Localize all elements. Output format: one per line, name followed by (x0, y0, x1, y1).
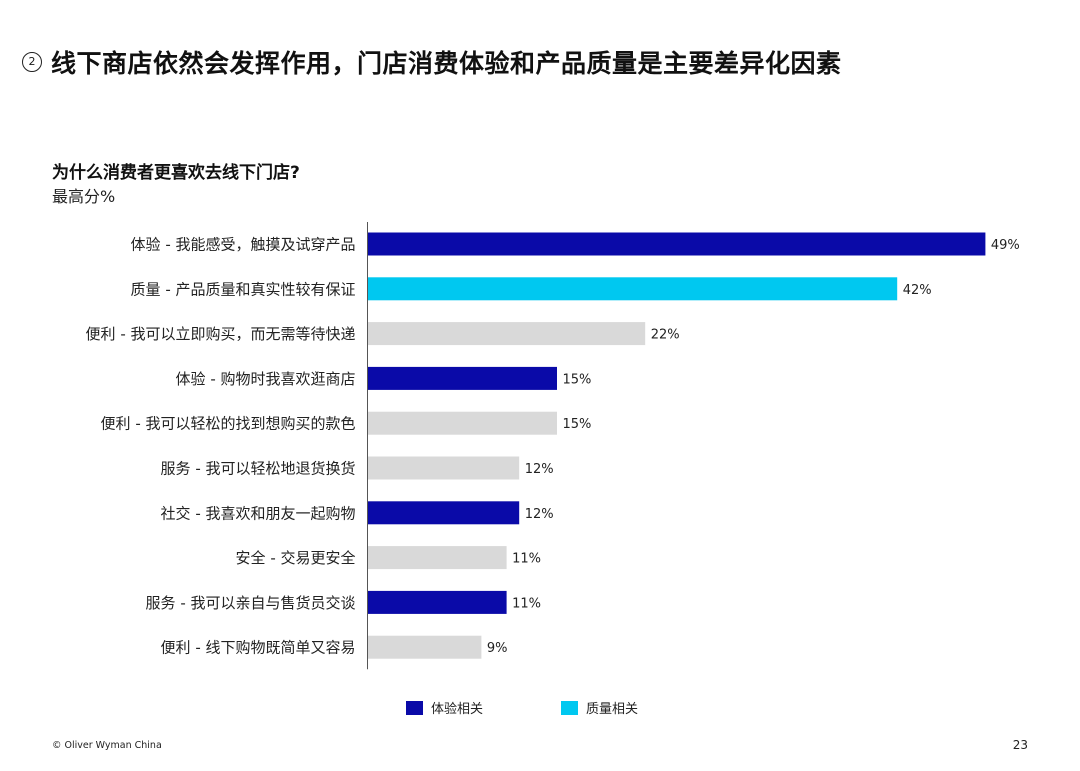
value-label-8: 11% (512, 552, 541, 567)
legend-swatch-quality (561, 700, 579, 715)
category-label-9: 服务 - 我可以亲自与售货员交谈 (146, 594, 356, 612)
category-label-1: 体验 - 我能感受，触摸及试穿产品 (131, 236, 356, 254)
category-label-5: 便利 - 我可以轻松的找到想购买的款色 (101, 415, 356, 433)
chart-subheading: 最高分% (52, 187, 116, 206)
page-title: 线下商店依然会发挥作用，门店消费体验和产品质量是主要差异化因素 (51, 49, 842, 78)
bar-chart: 体验 - 我能感受，触摸及试穿产品 49% 质量 - 产品质量和真实性较有保证 42%… (86, 222, 1020, 670)
bar-7 (368, 501, 520, 525)
legend-label-experience: 体验相关 (431, 702, 484, 717)
page-number: 23 (1012, 738, 1028, 752)
category-label-7: 社交 - 我喜欢和朋友一起购物 (161, 504, 356, 522)
category-label-4: 体验 - 购物时我喜欢逛商店 (176, 370, 356, 388)
bar-9 (368, 590, 507, 614)
copyright-footer: © Oliver Wyman China (52, 740, 162, 751)
legend-label-quality: 质量相关 (586, 702, 639, 717)
legend-item-quality: 质量相关 (561, 698, 638, 717)
bar-5 (368, 411, 557, 435)
value-label-4: 15% (563, 372, 592, 387)
category-label-8: 安全 - 交易更安全 (236, 549, 356, 567)
category-label-10: 便利 - 线下购物既简单又容易 (161, 639, 356, 657)
category-label-6: 服务 - 我可以轻松地退货换货 (161, 460, 356, 478)
legend-swatch-experience (406, 700, 423, 715)
chart-legend: 体验相关 质量相关 (406, 698, 638, 717)
step-number-badge: 2 (22, 52, 42, 72)
value-label-5: 15% (563, 417, 592, 432)
bar-8 (368, 546, 507, 570)
value-label-10: 9% (487, 641, 508, 656)
bar-4 (368, 366, 557, 390)
value-label-9: 11% (512, 596, 541, 611)
bar-6 (368, 456, 520, 480)
category-label-2: 质量 - 产品质量和真实性较有保证 (131, 280, 356, 298)
category-label-3: 便利 - 我可以立即购买，而无需等待快递 (86, 325, 356, 343)
value-label-6: 12% (525, 462, 554, 477)
value-label-2: 42% (903, 283, 932, 298)
legend-item-experience: 体验相关 (406, 698, 483, 717)
chart-heading: 为什么消费者更喜欢去线下门店? (52, 163, 300, 183)
value-label-1: 49% (991, 238, 1020, 253)
slide-title: 2 线下商店依然会发挥作用，门店消费体验和产品质量是主要差异化因素 (22, 44, 842, 80)
bar-10 (368, 635, 482, 659)
bar-2 (368, 277, 898, 301)
bar-1 (368, 232, 986, 256)
value-label-7: 12% (525, 507, 554, 522)
value-label-3: 22% (651, 328, 680, 343)
bar-3 (368, 322, 646, 346)
